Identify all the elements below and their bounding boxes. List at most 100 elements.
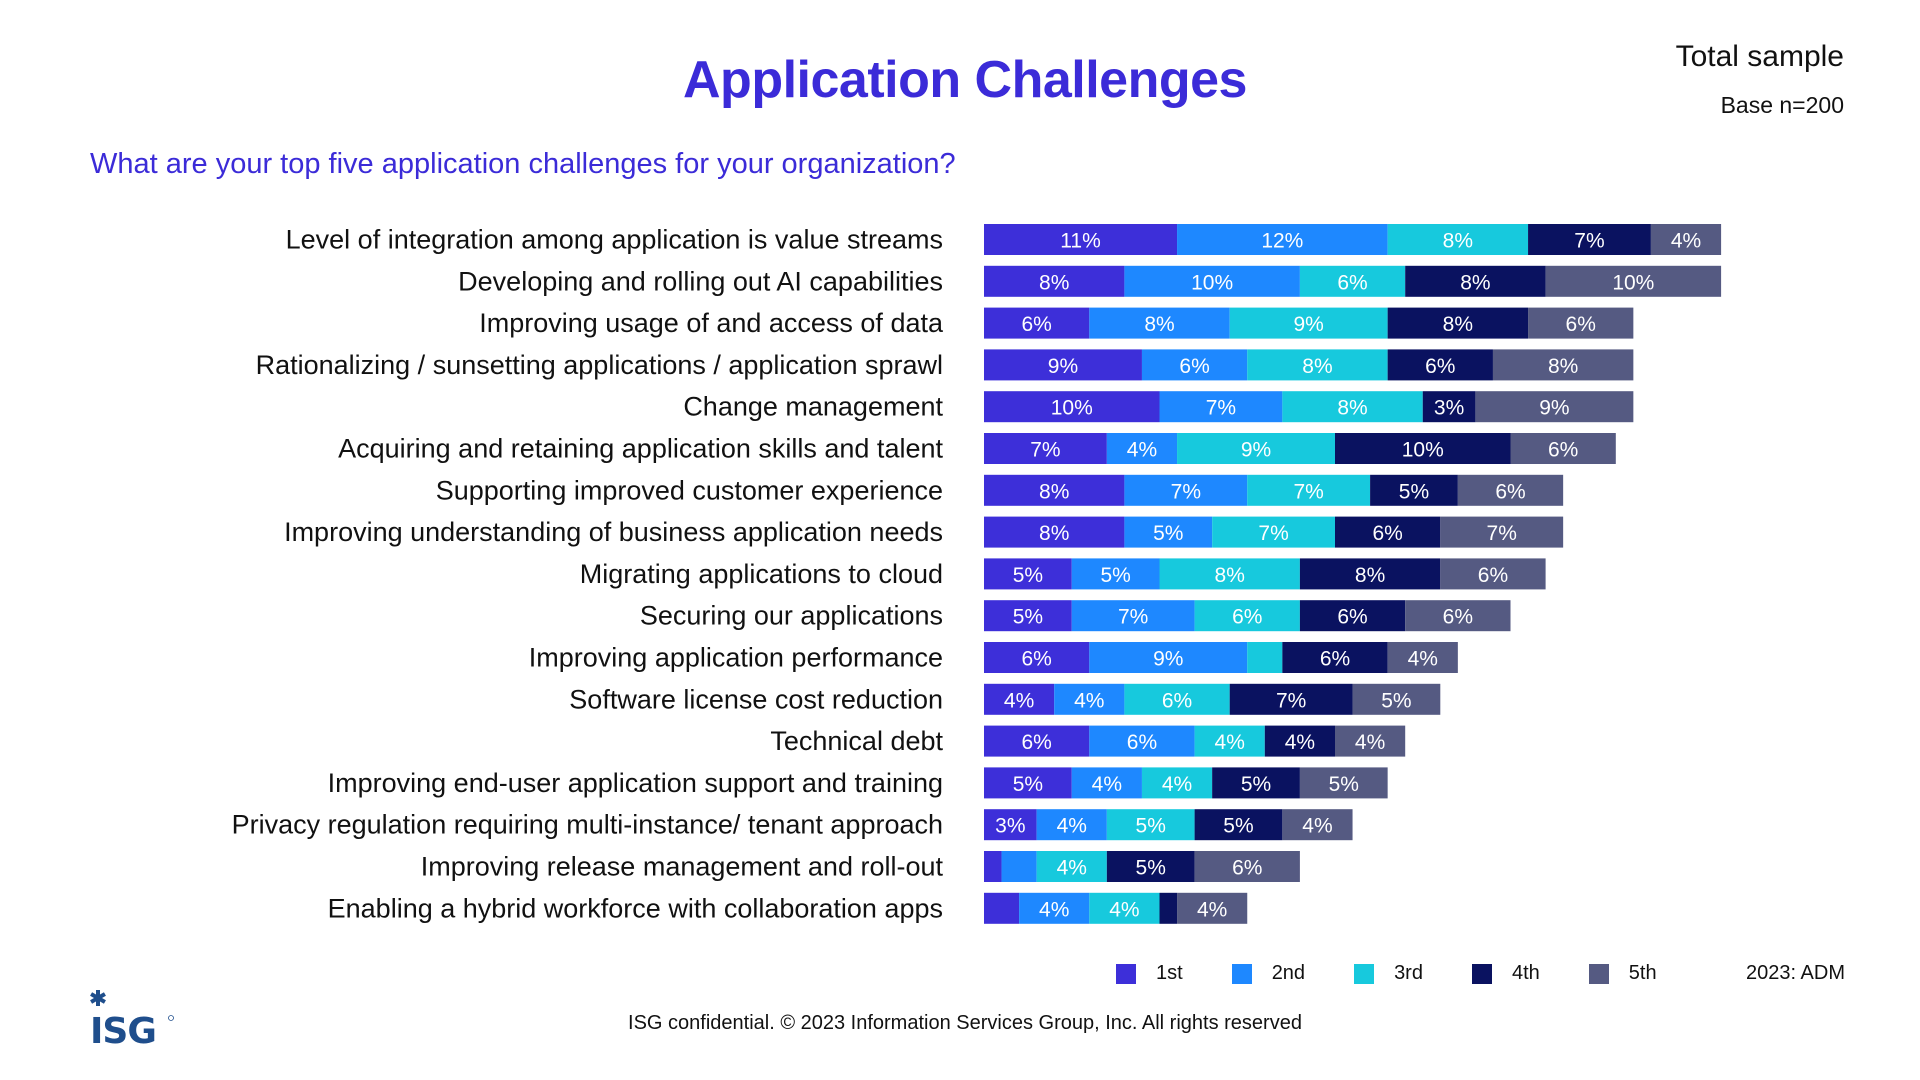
bar-segment-5th: [1387, 642, 1458, 673]
data-label: 6%: [1495, 480, 1525, 503]
bar-segment-4th: [1335, 516, 1441, 548]
bar-segment-3rd: [1141, 767, 1213, 799]
bar-segment-3rd: [1299, 265, 1406, 297]
category-label: Improving end-user application support a…: [328, 768, 943, 798]
data-label: 4%: [1057, 815, 1087, 838]
bar-segment-4th: [1370, 474, 1458, 506]
data-label: 3%: [1434, 397, 1464, 420]
bar-segment-1st: [984, 809, 1037, 841]
bar-segment-5th: [1440, 516, 1564, 548]
data-label: 8%: [1039, 271, 1069, 294]
category-label: Securing our applications: [640, 601, 943, 631]
bar-segment-4th: [1387, 349, 1493, 381]
data-label: 7%: [1276, 689, 1306, 712]
legend-item-5th: 5th: [1588, 962, 1657, 985]
data-label: 4%: [1285, 731, 1315, 754]
category-label: Rationalizing / sunsetting applications …: [256, 350, 943, 380]
data-label: 4%: [1162, 773, 1192, 796]
data-label: 7%: [1293, 480, 1323, 503]
data-label: 4%: [1127, 439, 1157, 462]
data-label: 4%: [1074, 689, 1104, 712]
category-label: Technical debt: [770, 726, 943, 756]
category-label: Software license cost reduction: [569, 684, 943, 714]
data-label: 10%: [1612, 271, 1654, 294]
data-label: 5%: [1013, 606, 1043, 629]
category-label: Privacy regulation requiring multi-insta…: [232, 810, 943, 840]
category-label: Supporting improved customer experience: [436, 475, 943, 505]
bar-segment-3rd: [1194, 725, 1265, 757]
bar-segment-2nd: [1071, 767, 1142, 799]
bar-segment-2nd: [1089, 307, 1230, 339]
data-label: 5%: [1241, 773, 1271, 796]
data-label: 10%: [1402, 439, 1444, 462]
data-label: 7%: [1171, 480, 1201, 503]
sample-info: Total sample Base n=200: [1676, 40, 1844, 119]
bar-segment-1st: [984, 851, 1002, 882]
bar-segment-3rd: [1247, 474, 1371, 506]
bar-segment-5th: [1510, 433, 1616, 464]
data-label: 6%: [1337, 271, 1367, 294]
legend-label-1st: 1st: [1156, 962, 1183, 984]
survey-question: What are your top five application chall…: [90, 148, 956, 180]
data-label: 3%: [995, 815, 1025, 838]
bar-segment-4th: [1387, 307, 1529, 339]
category-label: Improving release management and roll-ou…: [421, 852, 944, 882]
bar-segment-3rd: [1194, 600, 1300, 632]
bar-segment-5th: [1194, 851, 1300, 882]
data-label: 8%: [1039, 480, 1069, 503]
isg-logo-text: ISG: [90, 1011, 156, 1048]
bar-segment-2nd: [1141, 349, 1248, 381]
data-label: 8%: [1443, 230, 1473, 253]
legend-swatch-2nd: [1231, 963, 1252, 984]
bar-segment-4th: [1528, 224, 1651, 255]
data-label: 4%: [1302, 815, 1332, 838]
legend-swatch-4th: [1471, 963, 1492, 984]
data-label: 5%: [1013, 773, 1043, 796]
bar-segment-3rd: [1282, 391, 1423, 423]
category-label: Improving understanding of business appl…: [284, 517, 943, 547]
bar-segment-5th: [1282, 809, 1353, 841]
data-label: 5%: [1381, 689, 1411, 712]
registered-mark-icon: [168, 1015, 174, 1021]
data-label: 6%: [1162, 689, 1192, 712]
bar-segment-4th: [1212, 767, 1300, 799]
asterisk-icon: [90, 990, 106, 1006]
data-label: 9%: [1153, 648, 1183, 671]
bar-segment-3rd: [1159, 558, 1300, 590]
data-label: 8%: [1548, 355, 1578, 378]
total-sample-label: Total sample: [1675, 40, 1844, 73]
bar-segment-1st: [984, 516, 1125, 548]
bar-segment-5th: [1457, 474, 1564, 506]
data-label: 7%: [1487, 522, 1517, 545]
bar-segment-1st: [984, 600, 1072, 632]
category-label: Improving application performance: [529, 643, 943, 673]
data-label: 8%: [1215, 564, 1245, 587]
bar-segment-5th: [1545, 265, 1722, 297]
data-label: 5%: [1399, 480, 1429, 503]
bar-segment-3rd: [1387, 224, 1529, 255]
bar-segment-3rd: [1089, 892, 1160, 924]
data-label: 8%: [1337, 397, 1367, 420]
data-label: 6%: [1425, 355, 1455, 378]
bar-segment-1st: [984, 892, 1020, 924]
data-label: 6%: [1021, 648, 1051, 671]
data-label: 4%: [1109, 898, 1139, 921]
legend-item-1st: 1st: [1116, 962, 1183, 985]
bar-segment-3rd: [1106, 809, 1195, 841]
bar-segment-1st: [984, 683, 1055, 715]
data-label: 9%: [1293, 313, 1323, 336]
bar-segment-1st: [984, 349, 1142, 381]
page-title: Application Challenges: [683, 51, 1247, 109]
category-label: Change management: [683, 392, 943, 422]
bar-segment-2nd: [1124, 265, 1300, 297]
bar-segment-3rd: [1247, 349, 1388, 381]
data-label: 7%: [1574, 230, 1604, 253]
bar-segment-5th: [1177, 892, 1248, 924]
bar-segment-4th: [1194, 809, 1283, 841]
bar-segment-3rd: [1229, 307, 1388, 339]
data-label: 6%: [1021, 731, 1051, 754]
bar-segment-1st: [984, 265, 1125, 297]
data-label: 6%: [1372, 522, 1402, 545]
data-label: 5%: [1136, 857, 1166, 880]
